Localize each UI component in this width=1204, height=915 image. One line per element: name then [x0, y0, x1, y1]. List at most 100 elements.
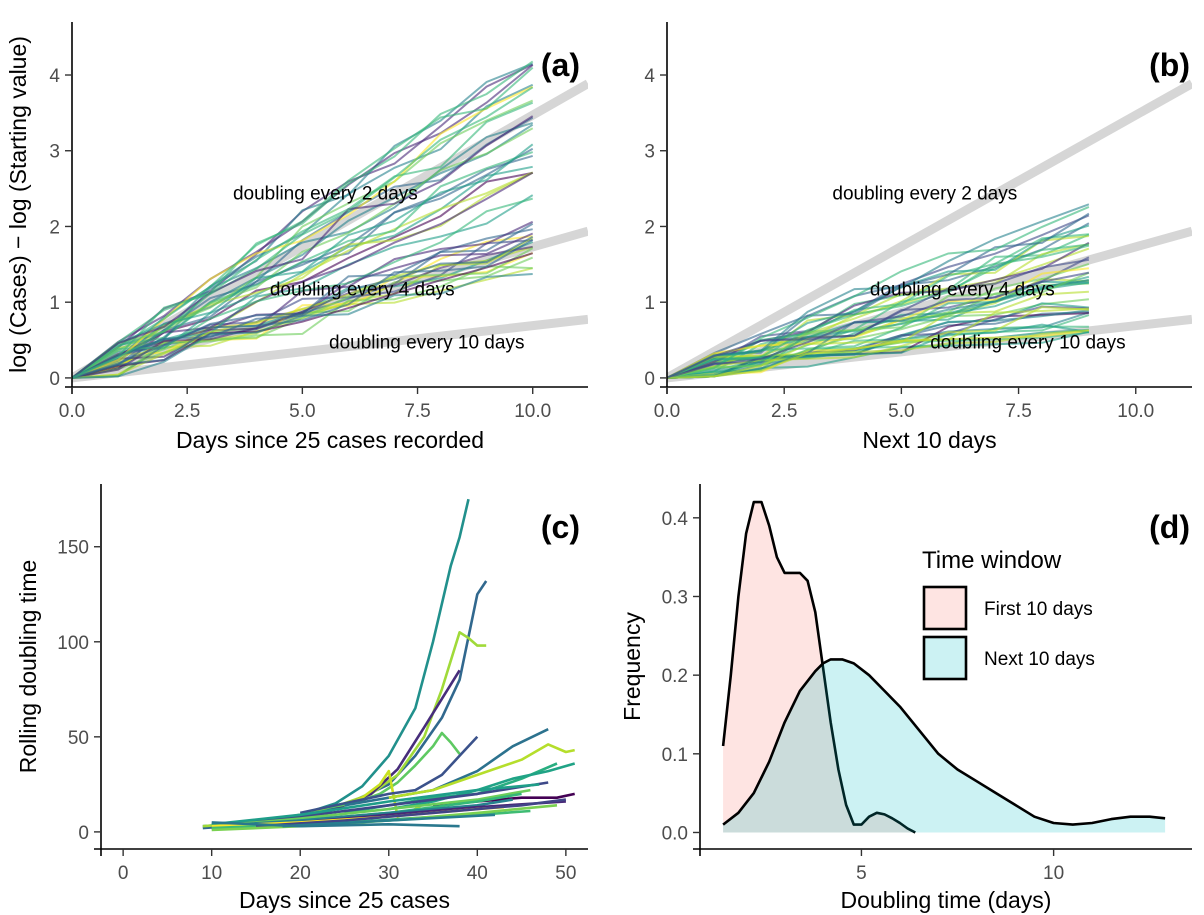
plot-area: [202, 498, 576, 832]
x-axis-title: Days since 25 cases: [239, 887, 450, 913]
reference-label-1: doubling every 4 days: [870, 280, 1055, 301]
panel-d: 5 10 0.0 0.1 0.2 0.3 0.4 Doubling time (days) Fr…: [619, 484, 1192, 913]
x-tick-label: 2.5: [174, 401, 200, 422]
series-line: [72, 127, 534, 379]
y-tick-label: 3: [49, 142, 60, 163]
panel-label: (c): [541, 509, 580, 545]
panel-label: (a): [541, 47, 580, 83]
reference-label-0: doubling every 2 days: [233, 183, 418, 204]
y-tick-label: 0: [49, 369, 60, 390]
series-line: [72, 197, 533, 379]
y-tick-label: 0.4: [662, 509, 689, 530]
y-tick-label: 4: [644, 66, 655, 87]
series-line: [72, 235, 534, 379]
x-tick-label: 5.0: [888, 401, 914, 422]
y-tick-label: 2: [644, 217, 655, 238]
y-tick-label: 150: [57, 538, 89, 559]
series-line: [72, 238, 534, 379]
x-tick-label: 7.5: [404, 401, 430, 422]
x-tick-label: 5.0: [289, 401, 315, 422]
reference-label-0: doubling every 2 days: [832, 183, 1017, 204]
y-tick-label: 2: [49, 217, 60, 238]
reference-line-2: [72, 314, 588, 383]
series-line: [72, 147, 534, 379]
series-line: [667, 203, 1090, 379]
x-tick-label: 5: [856, 863, 867, 884]
y-tick-label: 0.0: [662, 823, 688, 844]
series-line-13: [211, 783, 540, 826]
plot-area: [72, 60, 588, 383]
series-line: [72, 66, 534, 379]
series-line: [72, 247, 534, 379]
y-tick-label: 0.3: [662, 587, 688, 608]
x-tick-label: 10: [201, 863, 222, 884]
series-line: [667, 271, 1090, 379]
series-line-10: [388, 762, 576, 811]
series-line: [667, 258, 1090, 379]
x-tick-label: 2.5: [771, 401, 797, 422]
y-tick-label: 4: [49, 66, 60, 87]
x-tick-label: 10.0: [1117, 401, 1154, 422]
series-line-6: [299, 735, 479, 815]
x-tick-label: 40: [467, 863, 488, 884]
legend-key-0: [922, 585, 968, 631]
x-axis-title: Next 10 days: [862, 427, 996, 453]
x-tick-label: 0.0: [59, 401, 85, 422]
series-line: [667, 244, 1090, 379]
plot-area: [721, 500, 1166, 834]
y-tick-label: 0: [644, 369, 655, 390]
density-line-0: [721, 500, 916, 834]
reference-label-2: doubling every 10 days: [930, 333, 1125, 354]
panel-label: (b): [1149, 47, 1190, 83]
x-tick-label: 7.5: [1005, 401, 1031, 422]
series-line: [72, 86, 534, 379]
series-line-8: [388, 743, 575, 799]
density-fill-1: [723, 659, 1166, 833]
series-line: [72, 60, 534, 379]
series-line-24: [211, 821, 460, 828]
panel-a: doubling every 2 days doubling every 4 da…: [5, 22, 588, 453]
y-tick-label: 100: [57, 633, 89, 654]
series-line: [72, 222, 534, 379]
series-line: [72, 115, 534, 379]
x-tick-label: 10.0: [514, 401, 551, 422]
x-axis-title: Doubling time (days): [841, 887, 1052, 913]
series-line: [667, 290, 1089, 379]
x-tick-label: 10: [1043, 863, 1064, 884]
reference-label-1: doubling every 4 days: [270, 280, 455, 301]
series-line: [72, 101, 534, 379]
panel-label: (d): [1149, 509, 1190, 545]
series-line: [667, 271, 1090, 379]
y-tick-label: 1: [49, 293, 60, 314]
series-line: [667, 212, 1090, 379]
legend-key-1: [922, 635, 968, 681]
reference-line-0: [667, 79, 1192, 382]
density-line-1: [722, 658, 1166, 826]
y-axis-title: log (Cases) − log (Starting value): [5, 36, 31, 373]
panel-b: doubling every 2 days doubling every 4 da…: [644, 22, 1192, 453]
series-line-1: [202, 580, 488, 830]
x-tick-label: 20: [290, 863, 311, 884]
series-line: [72, 265, 533, 379]
x-tick-label: 50: [555, 863, 576, 884]
y-tick-label: 0.1: [662, 745, 688, 766]
y-axis-title: Rolling doubling time: [15, 560, 41, 774]
x-tick-label: 0.0: [654, 401, 680, 422]
x-tick-label: 30: [378, 863, 399, 884]
y-tick-label: 0: [78, 823, 89, 844]
legend-label-1: Next 10 days: [984, 649, 1095, 670]
plot-area: [667, 79, 1192, 383]
series-line-7: [344, 728, 549, 807]
y-tick-label: 50: [68, 728, 89, 749]
y-tick-label: 3: [644, 142, 655, 163]
y-axis-title: Frequency: [619, 612, 645, 721]
y-tick-label: 0.2: [662, 666, 688, 687]
legend-label-0: First 10 days: [984, 599, 1093, 620]
x-tick-label: 0: [118, 863, 129, 884]
series-line-23: [282, 813, 496, 828]
y-tick-label: 1: [644, 293, 655, 314]
series-line: [667, 281, 1090, 379]
panel-c: 0 10 20 30 40 50 0 50 100 150 Days since 25 cases R…: [15, 484, 588, 913]
series-line: [667, 307, 1089, 379]
